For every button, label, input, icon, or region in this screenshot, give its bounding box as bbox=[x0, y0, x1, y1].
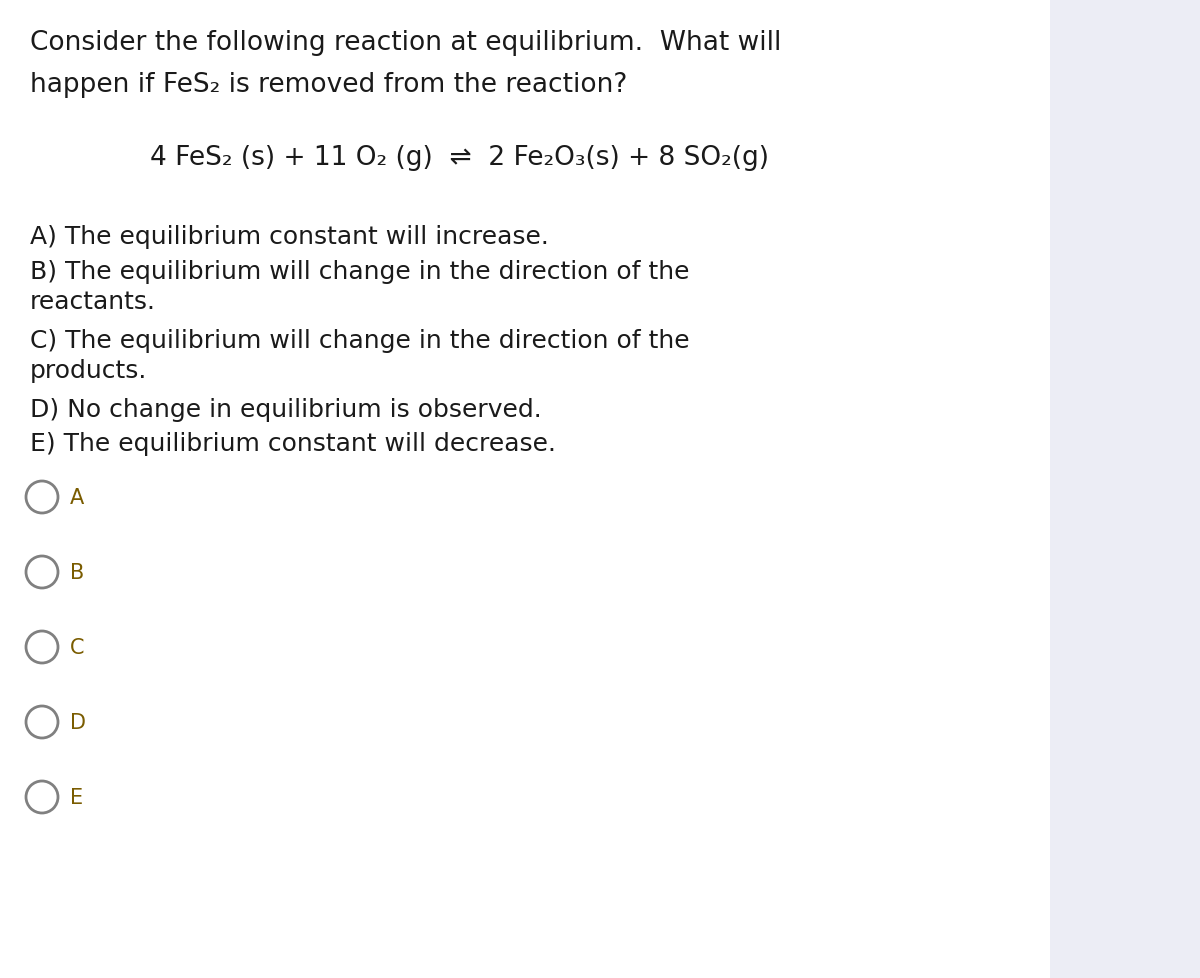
Text: B: B bbox=[70, 562, 84, 583]
Bar bbox=[1050, 0, 1200, 978]
Text: E: E bbox=[70, 787, 83, 807]
Text: A) The equilibrium constant will increase.: A) The equilibrium constant will increas… bbox=[30, 225, 548, 248]
Text: C) The equilibrium will change in the direction of the: C) The equilibrium will change in the di… bbox=[30, 329, 690, 352]
Text: E) The equilibrium constant will decrease.: E) The equilibrium constant will decreas… bbox=[30, 431, 556, 456]
Text: 4 FeS₂ (s) + 11 O₂ (g)  ⇌  2 Fe₂O₃(s) + 8 SO₂(g): 4 FeS₂ (s) + 11 O₂ (g) ⇌ 2 Fe₂O₃(s) + 8 … bbox=[150, 145, 769, 171]
Text: B) The equilibrium will change in the direction of the: B) The equilibrium will change in the di… bbox=[30, 259, 690, 284]
Text: A: A bbox=[70, 487, 84, 508]
Text: happen if FeS₂ is removed from the reaction?: happen if FeS₂ is removed from the react… bbox=[30, 72, 628, 98]
Text: reactants.: reactants. bbox=[30, 289, 156, 313]
Text: C: C bbox=[70, 638, 84, 657]
Text: Consider the following reaction at equilibrium.  What will: Consider the following reaction at equil… bbox=[30, 30, 781, 56]
Text: D: D bbox=[70, 712, 86, 733]
Text: D) No change in equilibrium is observed.: D) No change in equilibrium is observed. bbox=[30, 397, 541, 422]
Text: products.: products. bbox=[30, 358, 148, 382]
